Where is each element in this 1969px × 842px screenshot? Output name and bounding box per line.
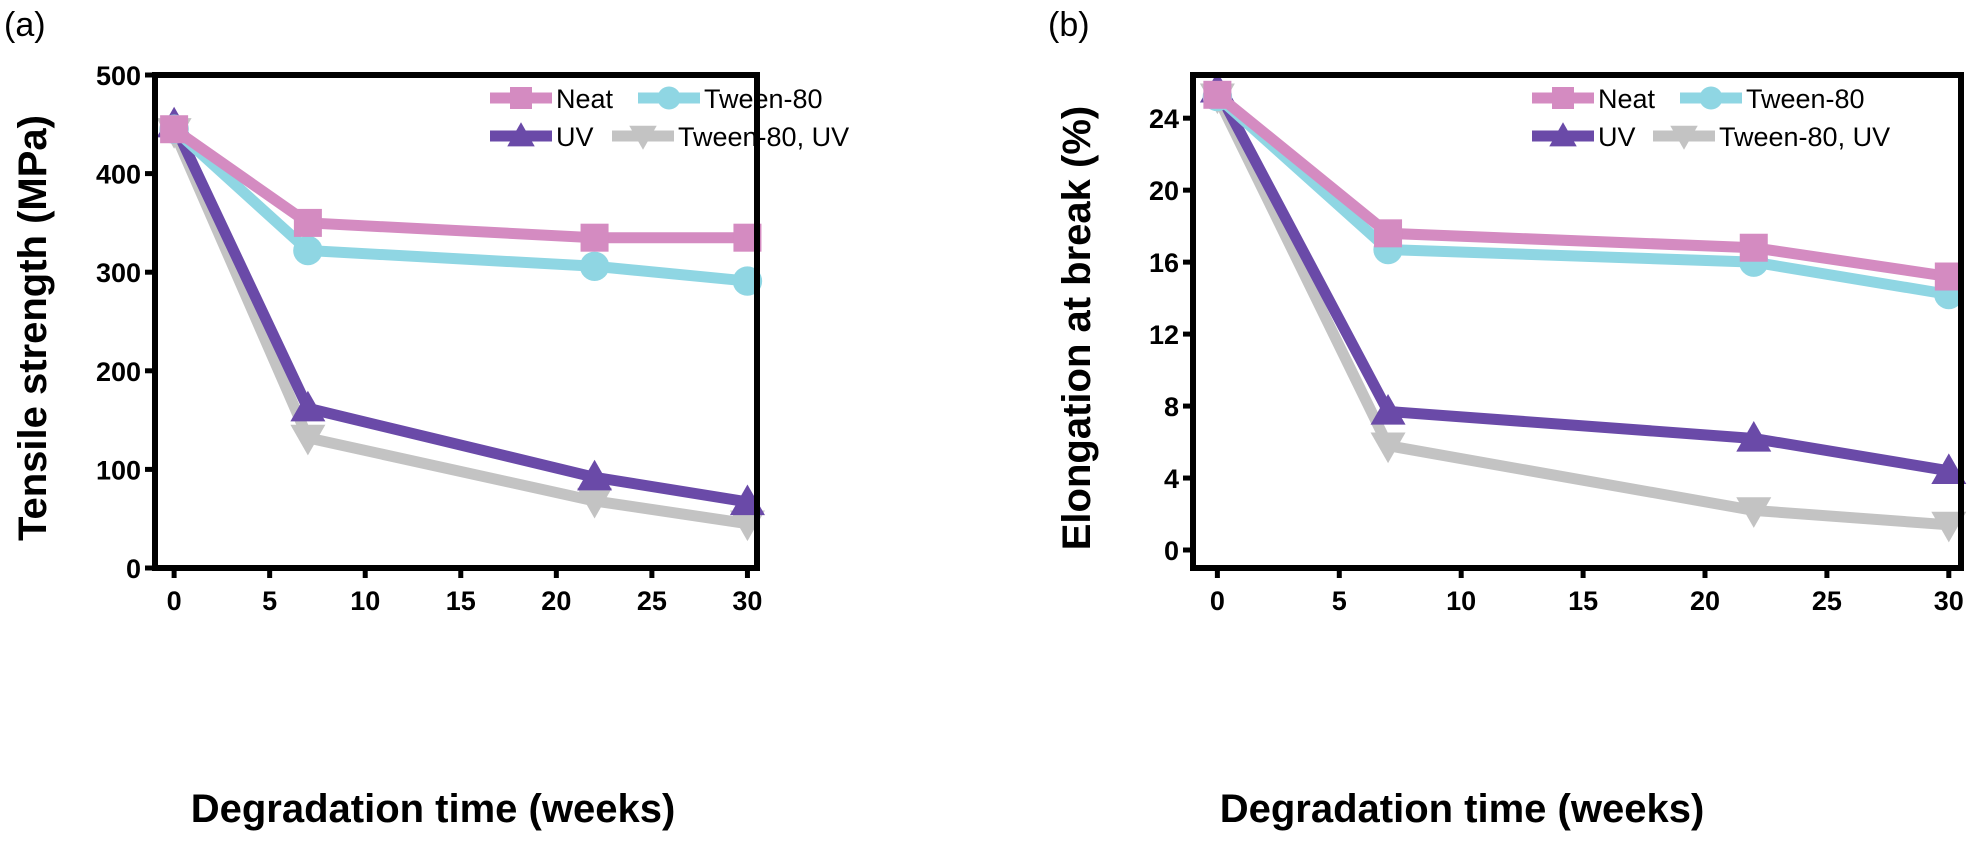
x-tick-label: 25	[1812, 586, 1842, 616]
data-point	[1374, 219, 1403, 248]
data-point	[1370, 393, 1406, 425]
data-point	[290, 390, 326, 422]
legend-label: UV	[1598, 122, 1636, 152]
y-tick-label: 24	[1149, 104, 1179, 134]
plot-frame	[152, 72, 760, 571]
data-point	[1203, 80, 1232, 109]
data-point	[1736, 497, 1772, 528]
y-tick-label: 8	[1164, 392, 1179, 422]
legend-item: Tween-80, UV	[612, 122, 849, 152]
y-tick-label: 200	[96, 357, 141, 387]
data-point	[577, 459, 613, 491]
y-axis-title: Elongation at break (%)	[1055, 106, 1099, 551]
y-tick-label: 100	[96, 455, 141, 485]
data-point	[1736, 420, 1772, 452]
y-tick-label: 16	[1149, 248, 1179, 278]
legend-marker	[629, 125, 657, 150]
data-point	[1931, 511, 1967, 543]
x-tick-label: 20	[541, 586, 571, 616]
y-axis-title: Tensile strength (MPa)	[11, 115, 55, 541]
legend-label: Tween-80	[704, 84, 823, 114]
x-axis-title: Degradation time (weeks)	[1220, 787, 1705, 831]
series-line	[170, 125, 748, 287]
legend-label: Tween-80	[1746, 84, 1865, 114]
y-tick-label: 300	[96, 258, 141, 288]
x-tick-label: 30	[1934, 586, 1964, 616]
plot-frame	[1190, 72, 1964, 571]
y-tick-label: 12	[1149, 320, 1179, 350]
legend-marker	[657, 86, 681, 110]
data-point	[579, 251, 610, 281]
panel-a: (a) Tensile strength (MPa) Degradation t…	[4, 6, 849, 831]
legend-label: Neat	[1598, 84, 1656, 114]
data-point	[1370, 432, 1406, 464]
x-tick-label: 15	[1568, 586, 1598, 616]
series-line	[1212, 94, 1950, 531]
series-layer	[1199, 71, 1967, 543]
legend-label: Tween-80, UV	[1719, 122, 1890, 152]
data-point	[1739, 233, 1768, 262]
data-point	[290, 424, 326, 456]
panel-b: (b) Elongation at break (%) Degradation …	[1048, 6, 1967, 831]
x-tick-label: 5	[262, 586, 277, 616]
series-line	[1213, 92, 1950, 300]
series-tween-80	[159, 114, 763, 296]
series-line	[170, 124, 748, 244]
legend-item: Tween-80	[1680, 84, 1865, 114]
x-tick-label: 10	[350, 586, 380, 616]
legend-label: UV	[556, 122, 594, 152]
data-point	[577, 487, 613, 519]
series-line	[169, 121, 749, 508]
data-point	[160, 115, 189, 144]
panel-label: (a)	[4, 6, 46, 44]
series-line	[1212, 86, 1950, 477]
legend: Neat Tween-80 UV Tween-80, UV	[1532, 84, 1890, 152]
y-tick-label: 0	[126, 554, 141, 584]
y-tick-label: 4	[1164, 464, 1179, 494]
x-tick-label: 25	[637, 586, 667, 616]
legend-label: Tween-80, UV	[678, 122, 849, 152]
legend-item: UV	[490, 122, 594, 152]
x-tick-label: 0	[1210, 586, 1225, 616]
legend-marker	[510, 87, 532, 109]
data-point	[1931, 453, 1967, 484]
x-tick-label: 20	[1690, 586, 1720, 616]
x-tick-label: 15	[446, 586, 476, 616]
data-point	[293, 208, 322, 237]
y-tick-label: 20	[1149, 176, 1179, 206]
x-tick-label: 30	[732, 586, 762, 616]
data-point	[580, 223, 609, 252]
legend-marker	[1699, 86, 1723, 110]
y-tick-label: 0	[1164, 536, 1179, 566]
panel-label: (b)	[1048, 6, 1090, 44]
series-layer	[156, 106, 765, 542]
legend-label: Neat	[556, 84, 614, 114]
x-axis-title: Degradation time (weeks)	[191, 787, 676, 831]
legend-marker	[1549, 122, 1577, 147]
legend: Neat Tween-80 UV Tween-80, UV	[490, 84, 849, 152]
x-tick-label: 0	[167, 586, 182, 616]
legend-item: Tween-80, UV	[1653, 122, 1890, 152]
series-tween-80-uv	[1199, 83, 1967, 543]
legend-item: Tween-80	[638, 84, 823, 114]
y-tick-label: 400	[96, 160, 141, 190]
data-point	[293, 235, 323, 266]
x-tick-label: 10	[1446, 586, 1476, 616]
series-line	[1213, 90, 1950, 282]
legend-item: Neat	[1532, 84, 1656, 114]
legend-marker	[1670, 125, 1698, 150]
series-neat	[160, 115, 762, 252]
y-tick-label: 500	[96, 61, 141, 91]
legend-item: UV	[1532, 122, 1636, 152]
series-line	[169, 129, 749, 530]
legend-marker	[1552, 87, 1574, 109]
x-tick-label: 5	[1332, 586, 1347, 616]
legend-marker	[507, 122, 535, 147]
legend-item: Neat	[490, 84, 614, 114]
